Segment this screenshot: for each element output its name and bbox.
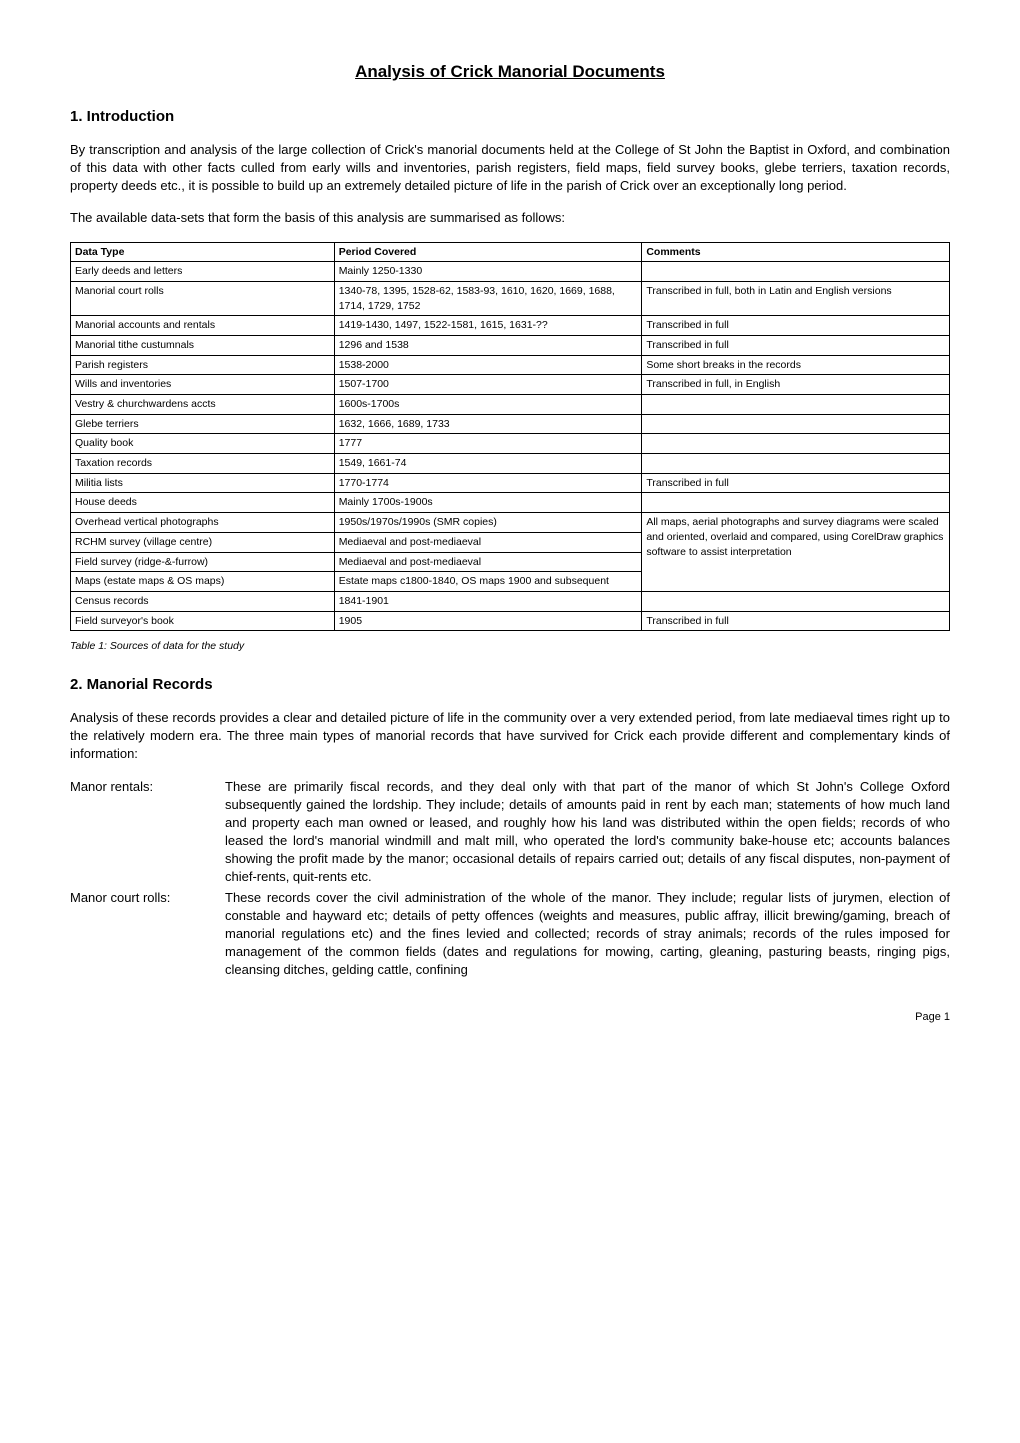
- table-row: Manorial court rolls 1340-78, 1395, 1528…: [71, 281, 950, 315]
- definition-desc-manor-rentals: These are primarily fiscal records, and …: [225, 778, 950, 887]
- section-2-heading: 2. Manorial Records: [70, 674, 950, 695]
- table-cell: [642, 591, 950, 611]
- table-cell: [642, 262, 950, 282]
- table-cell: 1419-1430, 1497, 1522-1581, 1615, 1631-?…: [334, 316, 642, 336]
- table-cell: Some short breaks in the records: [642, 355, 950, 375]
- table-cell: Estate maps c1800-1840, OS maps 1900 and…: [334, 572, 642, 592]
- data-sources-table: Data Type Period Covered Comments Early …: [70, 242, 950, 632]
- table-cell: Transcribed in full: [642, 611, 950, 631]
- table-cell: Mediaeval and post-mediaeval: [334, 552, 642, 572]
- page-number: Page 1: [70, 1010, 950, 1025]
- table-header-row: Data Type Period Covered Comments: [71, 242, 950, 262]
- table-cell: Quality book: [71, 434, 335, 454]
- table-row: Field surveyor's book 1905 Transcribed i…: [71, 611, 950, 631]
- table-cell: [642, 454, 950, 474]
- document-title: Analysis of Crick Manorial Documents: [70, 60, 950, 84]
- table-row: Glebe terriers 1632, 1666, 1689, 1733: [71, 414, 950, 434]
- table-row: Vestry & churchwardens accts 1600s-1700s: [71, 395, 950, 415]
- intro-paragraph-2: The available data-sets that form the ba…: [70, 209, 950, 227]
- table-cell: Manorial tithe custumnals: [71, 335, 335, 355]
- table-cell: 1905: [334, 611, 642, 631]
- table-cell: 1841-1901: [334, 591, 642, 611]
- table-cell: Census records: [71, 591, 335, 611]
- table-row: Taxation records 1549, 1661-74: [71, 454, 950, 474]
- table-cell: RCHM survey (village centre): [71, 532, 335, 552]
- table-cell: Transcribed in full, in English: [642, 375, 950, 395]
- table-header-datatype: Data Type: [71, 242, 335, 262]
- table-header-comments: Comments: [642, 242, 950, 262]
- table-cell-merged-comments: All maps, aerial photographs and survey …: [642, 513, 950, 592]
- table-cell: Mainly 1700s-1900s: [334, 493, 642, 513]
- table-cell: [642, 395, 950, 415]
- table-row: Manorial tithe custumnals 1296 and 1538 …: [71, 335, 950, 355]
- table-row: Early deeds and letters Mainly 1250-1330: [71, 262, 950, 282]
- table-cell: 1507-1700: [334, 375, 642, 395]
- table-cell: Field surveyor's book: [71, 611, 335, 631]
- definition-term-manor-rentals: Manor rentals:: [70, 778, 225, 887]
- table-caption: Table 1: Sources of data for the study: [70, 639, 950, 654]
- definition-row: Manor rentals: These are primarily fisca…: [70, 778, 950, 887]
- definition-desc-manor-court-rolls: These records cover the civil administra…: [225, 889, 950, 980]
- table-cell: Manorial accounts and rentals: [71, 316, 335, 336]
- table-cell: 1777: [334, 434, 642, 454]
- table-cell: Transcribed in full: [642, 316, 950, 336]
- table-cell: 1950s/1970s/1990s (SMR copies): [334, 513, 642, 533]
- table-cell: Wills and inventories: [71, 375, 335, 395]
- table-cell: Maps (estate maps & OS maps): [71, 572, 335, 592]
- table-cell: Mediaeval and post-mediaeval: [334, 532, 642, 552]
- table-cell: Manorial court rolls: [71, 281, 335, 315]
- table-cell: Parish registers: [71, 355, 335, 375]
- table-cell: House deeds: [71, 493, 335, 513]
- table-cell: Mainly 1250-1330: [334, 262, 642, 282]
- section-1-heading: 1. Introduction: [70, 106, 950, 127]
- table-row: Wills and inventories 1507-1700 Transcri…: [71, 375, 950, 395]
- table-cell: 1632, 1666, 1689, 1733: [334, 414, 642, 434]
- table-cell: [642, 434, 950, 454]
- table-cell: [642, 414, 950, 434]
- table-header-period: Period Covered: [334, 242, 642, 262]
- definition-row: Manor court rolls: These records cover t…: [70, 889, 950, 980]
- table-cell: 1770-1774: [334, 473, 642, 493]
- table-cell: 1538-2000: [334, 355, 642, 375]
- table-cell: 1549, 1661-74: [334, 454, 642, 474]
- definition-term-manor-court-rolls: Manor court rolls:: [70, 889, 225, 980]
- table-row: House deeds Mainly 1700s-1900s: [71, 493, 950, 513]
- table-row: Overhead vertical photographs 1950s/1970…: [71, 513, 950, 533]
- table-row: Manorial accounts and rentals 1419-1430,…: [71, 316, 950, 336]
- table-cell: Transcribed in full: [642, 473, 950, 493]
- table-row: Census records 1841-1901: [71, 591, 950, 611]
- table-cell: [642, 493, 950, 513]
- table-row: Parish registers 1538-2000 Some short br…: [71, 355, 950, 375]
- table-cell: Overhead vertical photographs: [71, 513, 335, 533]
- table-cell: Militia lists: [71, 473, 335, 493]
- table-cell: Transcribed in full, both in Latin and E…: [642, 281, 950, 315]
- table-row: Quality book 1777: [71, 434, 950, 454]
- table-cell: 1600s-1700s: [334, 395, 642, 415]
- table-cell: Taxation records: [71, 454, 335, 474]
- table-cell: Glebe terriers: [71, 414, 335, 434]
- table-cell: Early deeds and letters: [71, 262, 335, 282]
- section-2-paragraph-1: Analysis of these records provides a cle…: [70, 709, 950, 764]
- intro-paragraph-1: By transcription and analysis of the lar…: [70, 141, 950, 196]
- table-cell: 1296 and 1538: [334, 335, 642, 355]
- table-cell: Vestry & churchwardens accts: [71, 395, 335, 415]
- table-cell: 1340-78, 1395, 1528-62, 1583-93, 1610, 1…: [334, 281, 642, 315]
- table-cell: Field survey (ridge-&-furrow): [71, 552, 335, 572]
- table-row: Militia lists 1770-1774 Transcribed in f…: [71, 473, 950, 493]
- table-cell: Transcribed in full: [642, 335, 950, 355]
